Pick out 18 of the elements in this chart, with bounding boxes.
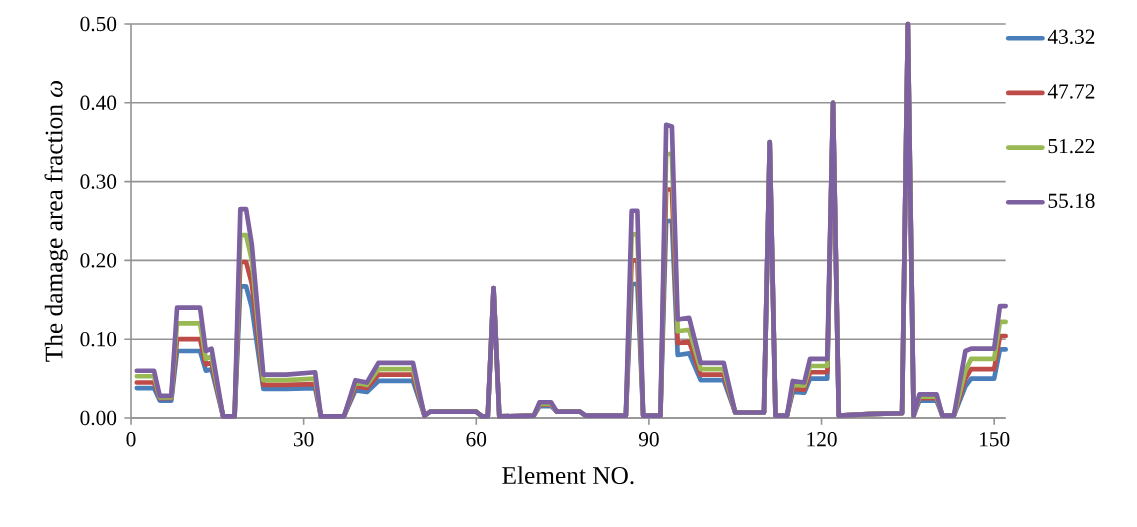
y-tick-label: 0.30 xyxy=(80,174,117,189)
legend-label: 43.32 xyxy=(1047,29,1095,45)
legend-label: 47.72 xyxy=(1047,84,1095,99)
y-tick-label: 0.10 xyxy=(80,331,117,347)
x-tick-label: 0 xyxy=(126,432,136,447)
x-axis-title: Element NO. xyxy=(502,466,634,485)
y-axis-title: The damage area fraction ω xyxy=(44,80,68,362)
x-tick-label: 60 xyxy=(466,432,487,447)
x-tick-label: 150 xyxy=(980,432,1010,447)
y-tick-label: 0.40 xyxy=(80,95,117,111)
x-tick-label: 90 xyxy=(638,432,659,447)
legend-label: 55.18 xyxy=(1048,193,1095,209)
y-tick-label: 0.00 xyxy=(80,410,117,426)
x-tick-label: 120 xyxy=(807,432,837,447)
x-tick-label: 30 xyxy=(294,432,314,447)
y-tick-label: 0.20 xyxy=(80,253,117,268)
y-tick-label: 0.50 xyxy=(80,16,117,32)
legend-label: 51.22 xyxy=(1048,138,1095,154)
